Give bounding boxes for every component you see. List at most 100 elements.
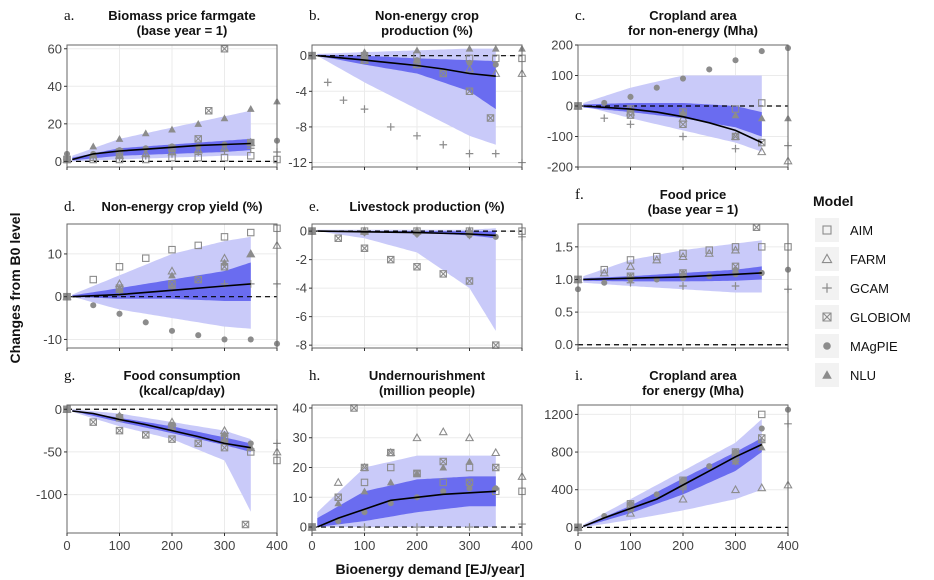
point-nlu bbox=[220, 435, 229, 443]
point-aim bbox=[220, 153, 229, 162]
point-aim bbox=[822, 225, 832, 235]
y-tick-label: 400 bbox=[551, 482, 573, 497]
point-globiom bbox=[492, 463, 500, 472]
point-nlu bbox=[194, 119, 203, 127]
y-tick-label: 10 bbox=[48, 246, 62, 261]
y-tick-label: 1200 bbox=[544, 407, 573, 422]
median-line bbox=[316, 490, 496, 528]
point-nlu bbox=[246, 250, 255, 257]
point-aim bbox=[194, 241, 203, 250]
y-tick-label: -100 bbox=[547, 129, 573, 144]
point-farm bbox=[625, 261, 636, 270]
median-line bbox=[583, 272, 762, 281]
panel-title: Non-energy crop yield (%) bbox=[101, 199, 262, 214]
point-magpie bbox=[653, 491, 660, 498]
point-magpie bbox=[142, 319, 149, 326]
series-nlu bbox=[63, 250, 255, 300]
y-tick-label: 0 bbox=[300, 520, 307, 535]
point-globiom bbox=[115, 426, 124, 435]
legend-label: GCAM bbox=[850, 281, 889, 296]
point-gcam bbox=[323, 78, 332, 87]
point-globiom bbox=[168, 280, 176, 288]
y-tick-label: -8 bbox=[295, 119, 307, 134]
point-gcam bbox=[679, 282, 687, 290]
point-gcam bbox=[626, 120, 635, 129]
point-magpie bbox=[492, 61, 499, 68]
x-tick-label: 200 bbox=[406, 538, 428, 553]
point-nlu bbox=[465, 457, 474, 465]
x-tick-label: 200 bbox=[161, 538, 183, 553]
point-nlu bbox=[168, 125, 176, 133]
y-tick-label: 1.0 bbox=[555, 272, 573, 287]
band-outer bbox=[583, 419, 762, 528]
panel-title: for energy (Mha) bbox=[642, 383, 744, 398]
point-nlu bbox=[731, 111, 740, 119]
x-tick-label: 300 bbox=[459, 538, 481, 553]
point-gcam bbox=[141, 151, 150, 160]
point-gcam bbox=[679, 132, 687, 141]
x-tick-label: 0 bbox=[308, 538, 315, 553]
point-nlu bbox=[731, 265, 740, 273]
point-magpie bbox=[221, 336, 228, 343]
y-tick-label: 60 bbox=[48, 41, 62, 56]
point-aim bbox=[757, 243, 766, 251]
point-aim bbox=[247, 228, 255, 237]
x-tick-label: 100 bbox=[354, 538, 376, 553]
x-axis-label: Bioenergy demand [EJ/year] bbox=[335, 561, 524, 577]
y-tick-label: -8 bbox=[295, 338, 307, 353]
panel-letter: a. bbox=[64, 8, 74, 24]
point-nlu bbox=[115, 284, 124, 292]
panel-letter: h. bbox=[309, 368, 320, 384]
point-magpie bbox=[706, 463, 713, 470]
x-tick-label: 0 bbox=[574, 538, 581, 553]
panel-title: Food price bbox=[660, 187, 726, 202]
band-inner bbox=[317, 54, 496, 110]
point-globiom bbox=[194, 439, 202, 448]
point-magpie bbox=[679, 75, 687, 82]
point-magpie bbox=[361, 509, 368, 516]
point-magpie bbox=[90, 302, 97, 309]
point-magpie bbox=[387, 500, 394, 507]
panel-letter: c. bbox=[575, 8, 585, 24]
point-farm bbox=[730, 484, 741, 494]
y-tick-label: -50 bbox=[43, 444, 62, 459]
point-globiom bbox=[89, 418, 97, 426]
panel-title: Livestock production (%) bbox=[349, 199, 504, 214]
point-nlu bbox=[334, 499, 343, 507]
point-farm bbox=[757, 483, 767, 492]
x-tick-label: 100 bbox=[109, 538, 131, 553]
panel-letter: g. bbox=[64, 368, 75, 384]
point-magpie bbox=[361, 54, 368, 61]
point-globiom bbox=[205, 106, 213, 115]
legend-item-aim: AIM bbox=[815, 218, 873, 242]
point-gcam bbox=[360, 523, 369, 531]
point-globiom bbox=[731, 132, 740, 141]
point-aim bbox=[142, 254, 150, 262]
point-magpie bbox=[466, 59, 473, 66]
point-gcam bbox=[731, 282, 740, 290]
y-tick-label: 30 bbox=[293, 430, 307, 445]
panel-title: for non-energy (Mha) bbox=[628, 23, 758, 38]
y-tick-label: 0 bbox=[55, 402, 62, 417]
x-tick-label: 100 bbox=[620, 538, 642, 553]
point-magpie bbox=[221, 431, 228, 438]
legend-item-magpie: MAgPIE bbox=[815, 334, 898, 358]
point-globiom bbox=[142, 431, 150, 439]
y-tick-label: -100 bbox=[36, 487, 62, 502]
point-aim bbox=[115, 263, 124, 271]
point-gcam bbox=[465, 149, 474, 158]
point-farm bbox=[678, 251, 688, 261]
y-tick-label: 0 bbox=[55, 289, 62, 304]
y-tick-label: 20 bbox=[48, 116, 62, 131]
panel-title: Biomass price farmgate bbox=[108, 8, 255, 23]
y-tick-label: 0 bbox=[300, 224, 307, 239]
y-tick-label: 40 bbox=[48, 79, 62, 94]
point-aim bbox=[600, 265, 608, 274]
point-nlu bbox=[141, 129, 150, 137]
legend-label: FARM bbox=[850, 252, 886, 267]
point-farm bbox=[625, 508, 636, 517]
point-globiom bbox=[752, 223, 761, 232]
point-nlu bbox=[220, 114, 229, 122]
